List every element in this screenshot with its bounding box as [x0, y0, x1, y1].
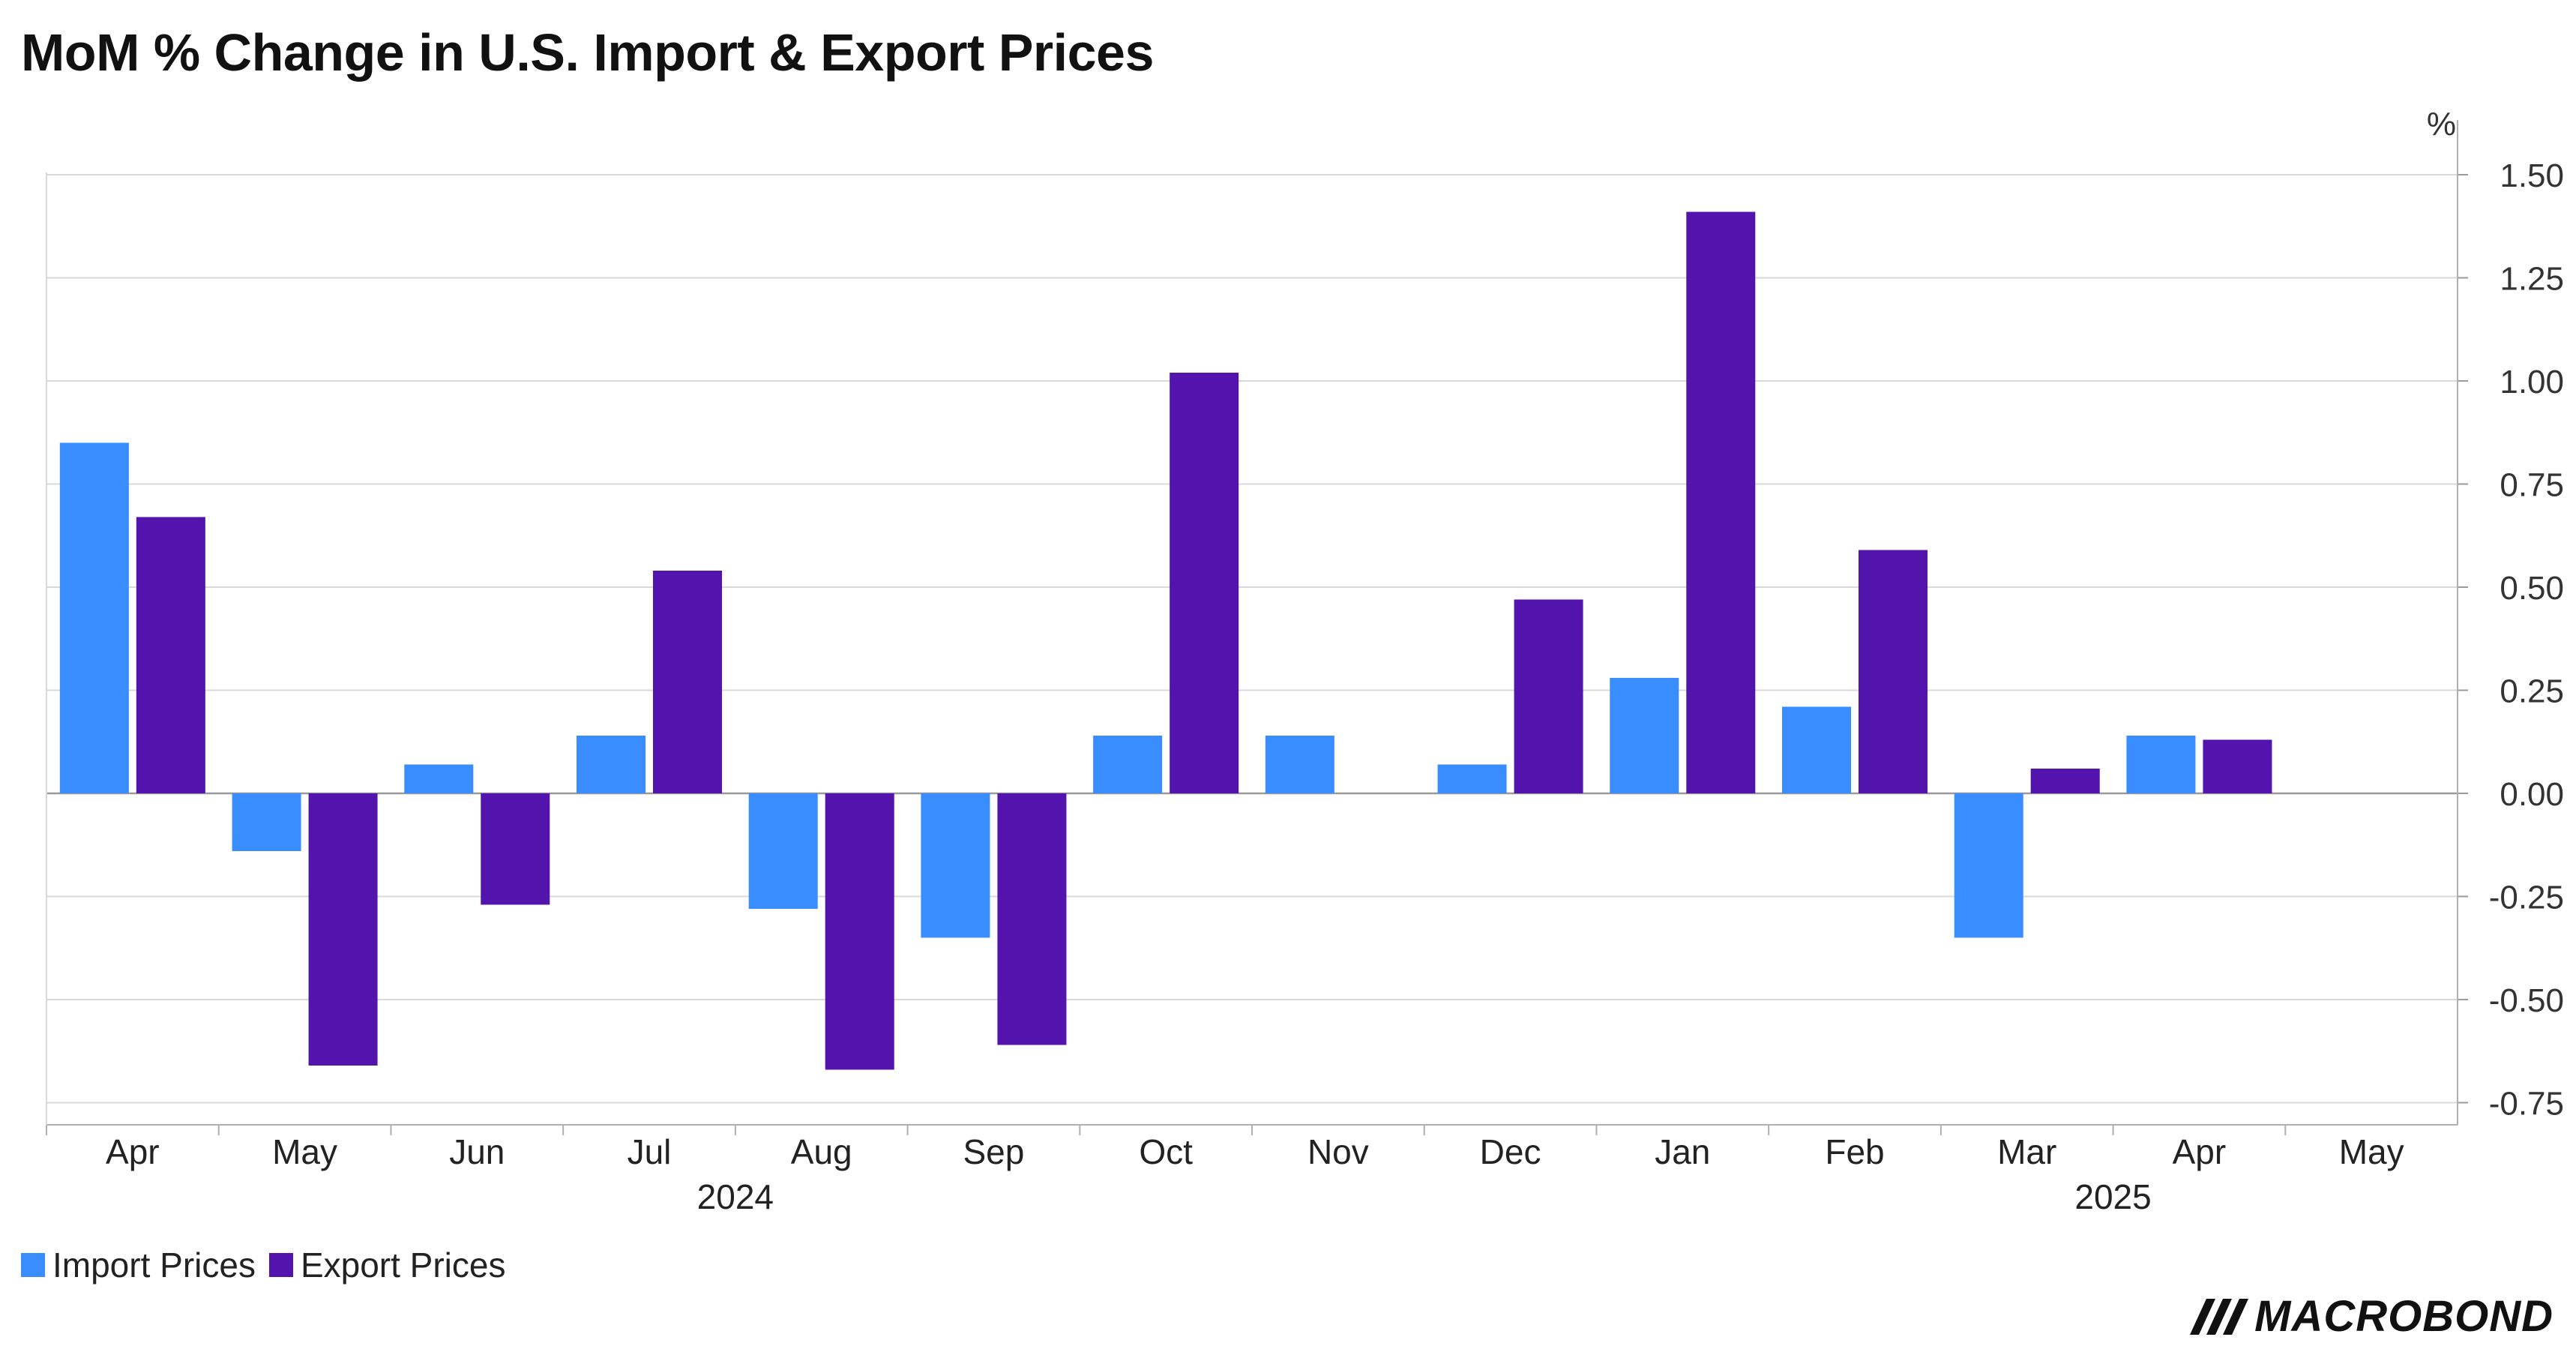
bar-import	[59, 442, 129, 793]
y-tick-label: 0.00	[2500, 776, 2564, 813]
macrobond-logo: MACROBOND	[2190, 1291, 2554, 1342]
legend-item-export: Export Prices	[268, 1245, 506, 1285]
x-tick-label: Feb	[1825, 1132, 1884, 1171]
bar-import	[232, 793, 301, 851]
legend-label-import: Import Prices	[52, 1246, 256, 1285]
chart-title: MoM % Change in U.S. Import & Export Pri…	[21, 23, 1154, 82]
x-tick-label: Dec	[1480, 1132, 1541, 1171]
bar-export	[308, 793, 378, 1066]
y-tick-label: 0.25	[2500, 673, 2564, 710]
bar-export	[825, 793, 894, 1070]
x-tick-label: Aug	[791, 1132, 852, 1171]
bar-export	[2203, 739, 2272, 793]
legend-item-import: Import Prices	[21, 1245, 256, 1285]
bar-import	[1265, 736, 1334, 793]
bar-import	[1954, 793, 2023, 938]
bar-import	[921, 793, 990, 938]
x-tick-label: Jan	[1655, 1132, 1710, 1171]
bar-import	[1093, 736, 1163, 793]
y-axis-unit-label: %	[2427, 106, 2456, 142]
bar-import	[2126, 736, 2196, 793]
y-tick-label: 1.25	[2500, 261, 2564, 298]
macrobond-logo-mark-icon	[2190, 1298, 2249, 1335]
y-tick-label: 1.50	[2500, 157, 2564, 194]
bar-export	[2030, 769, 2100, 793]
bar-export	[1859, 550, 1928, 793]
x-tick-label: Apr	[106, 1132, 160, 1171]
bar-import	[1437, 764, 1507, 793]
y-tick-label: 1.00	[2500, 364, 2564, 400]
bar-import	[577, 736, 645, 793]
bar-export	[997, 793, 1067, 1045]
y-tick-label: -0.50	[2489, 982, 2564, 1019]
x-tick-label: Mar	[1997, 1132, 2056, 1171]
y-tick-label: 0.75	[2500, 467, 2564, 504]
macrobond-logo-text: MACROBOND	[2254, 1292, 2554, 1341]
x-year-label: 2025	[2074, 1177, 2151, 1216]
x-tick-label: Nov	[1307, 1132, 1369, 1171]
bar-export	[653, 571, 722, 793]
x-year-label: 2024	[697, 1177, 774, 1216]
x-tick-label: Jun	[449, 1132, 505, 1171]
bar-import	[748, 793, 818, 909]
legend-swatch-export	[268, 1253, 293, 1277]
bars	[59, 211, 2272, 1070]
axes: 1.50 1.25 1.00 0.75 0.50 0.25 0.00 -0.25 -0.50 -0…	[46, 106, 2564, 1216]
legend: Import Prices Export Prices	[21, 1245, 505, 1285]
bar-export	[1514, 599, 1583, 793]
bar-export	[1170, 373, 1239, 793]
x-tick-label: Apr	[2173, 1132, 2227, 1171]
legend-label-export: Export Prices	[300, 1246, 506, 1285]
bar-export	[1686, 211, 1756, 793]
y-tick-label: -0.75	[2489, 1086, 2564, 1123]
bar-export	[136, 517, 205, 793]
gridlines	[46, 174, 2458, 1104]
x-tick-label: Sep	[963, 1132, 1024, 1171]
bar-import	[1610, 678, 1679, 793]
x-tick-label: May	[272, 1132, 337, 1171]
x-tick-label: May	[2339, 1132, 2404, 1171]
y-tick-label: 0.50	[2500, 570, 2564, 607]
bar-export	[481, 793, 550, 905]
y-tick-label: -0.25	[2489, 880, 2564, 916]
bar-import	[1782, 706, 1851, 793]
x-tick-label: Jul	[628, 1132, 672, 1171]
legend-swatch-import	[21, 1253, 45, 1277]
bar-import	[404, 764, 474, 793]
x-tick-label: Oct	[1139, 1132, 1193, 1171]
